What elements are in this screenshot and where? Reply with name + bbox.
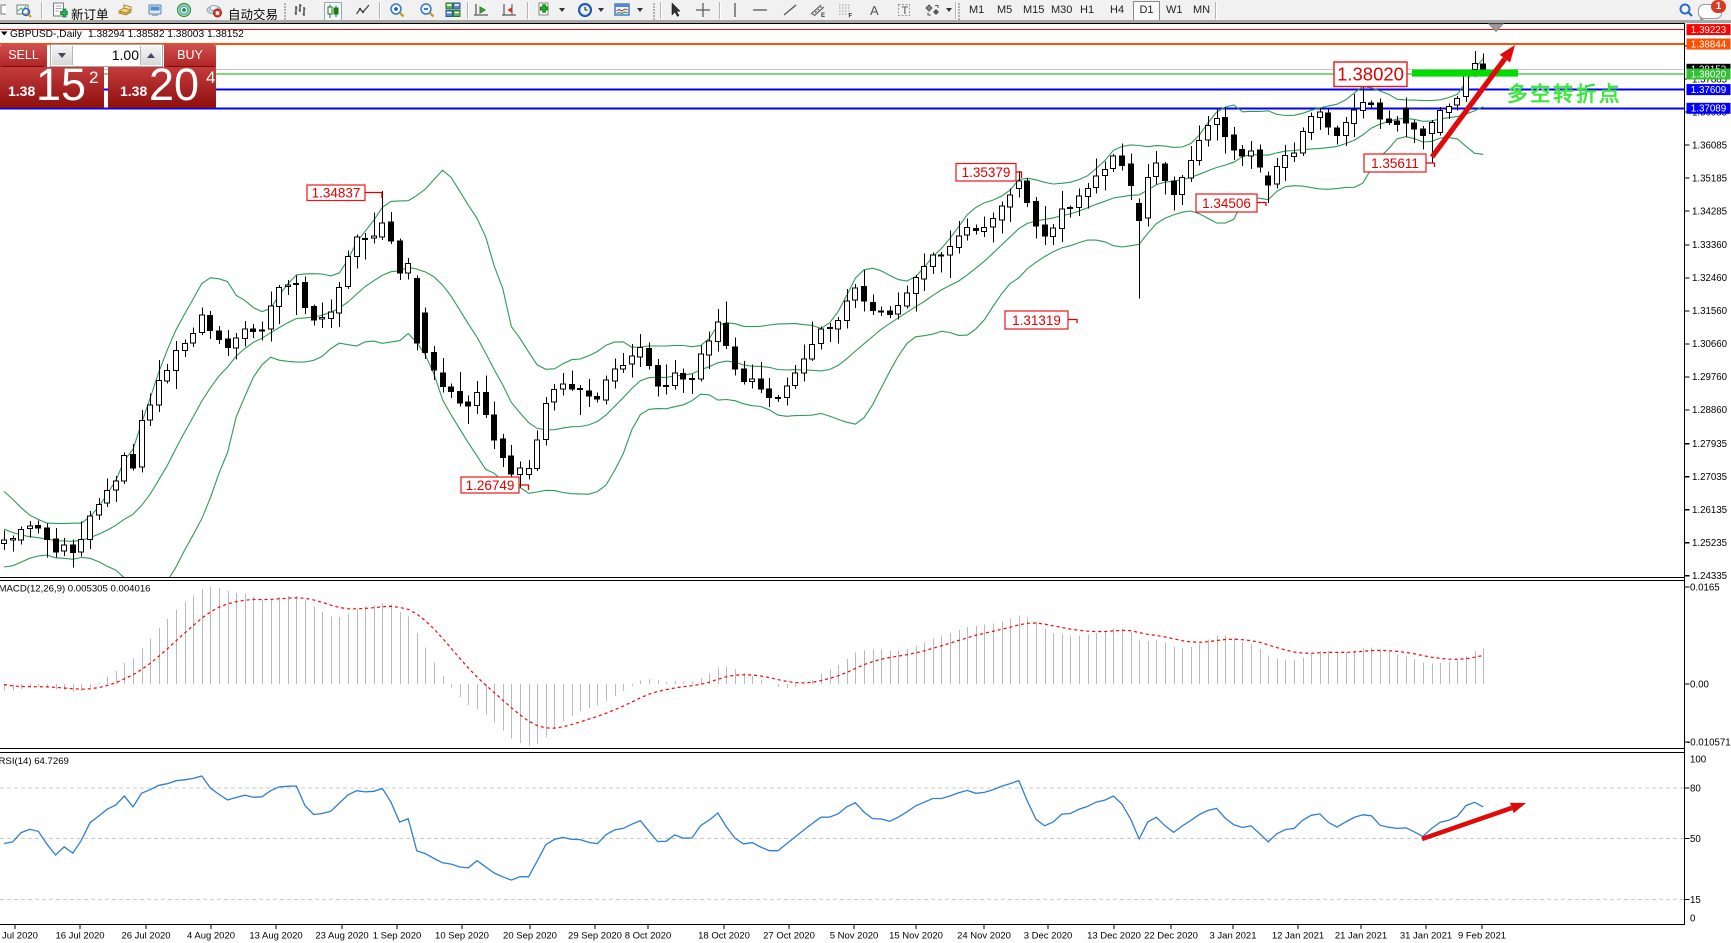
svg-text:1.31560: 1.31560 — [1692, 306, 1728, 317]
svg-text:1.37089: 1.37089 — [1691, 104, 1726, 115]
svg-text:1.37885: 1.37885 — [1692, 74, 1727, 85]
svg-text:1.34837: 1.34837 — [312, 186, 361, 201]
svg-text:13 Dec 2020: 13 Dec 2020 — [1087, 931, 1141, 942]
svg-text:20 Sep 2020: 20 Sep 2020 — [503, 931, 557, 942]
svg-text:1.36085: 1.36085 — [1692, 140, 1727, 151]
svg-text:1.34506: 1.34506 — [1202, 196, 1251, 211]
svg-text:1.38294 1.38582 1.38003 1.3815: 1.38294 1.38582 1.38003 1.38152 — [88, 29, 244, 40]
svg-text:16 Jul 2020: 16 Jul 2020 — [55, 931, 104, 942]
svg-text:26 Jul 2020: 26 Jul 2020 — [121, 931, 170, 942]
svg-text:29 Sep 2020: 29 Sep 2020 — [568, 931, 622, 942]
svg-text:31 Jan 2021: 31 Jan 2021 — [1400, 931, 1452, 942]
svg-text:15 Nov 2020: 15 Nov 2020 — [889, 931, 943, 942]
svg-text:MACD(12,26,9) 0.005305 0.00401: MACD(12,26,9) 0.005305 0.004016 — [0, 584, 151, 595]
svg-text:18 Oct 2020: 18 Oct 2020 — [698, 931, 750, 942]
svg-text:1 Sep 2020: 1 Sep 2020 — [373, 931, 422, 942]
svg-text:1.26749: 1.26749 — [466, 478, 515, 493]
svg-text:0: 0 — [1690, 913, 1696, 924]
svg-text:1.35185: 1.35185 — [1692, 173, 1727, 184]
svg-text:3 Jan 2021: 3 Jan 2021 — [1209, 931, 1256, 942]
svg-text:1.39223: 1.39223 — [1691, 25, 1727, 36]
svg-text:1.37609: 1.37609 — [1691, 85, 1726, 96]
svg-text:1.28860: 1.28860 — [1692, 405, 1728, 416]
svg-text:1.33360: 1.33360 — [1692, 240, 1728, 251]
svg-text:12 Jan 2021: 12 Jan 2021 — [1272, 931, 1324, 942]
svg-text:1.38020: 1.38020 — [1691, 69, 1727, 80]
svg-text:1.27935: 1.27935 — [1692, 439, 1727, 450]
svg-text:RSI(14) 64.7269: RSI(14) 64.7269 — [0, 756, 69, 767]
svg-text:50: 50 — [1690, 834, 1701, 845]
svg-text:23 Aug 2020: 23 Aug 2020 — [315, 931, 368, 942]
svg-text:0.0165: 0.0165 — [1690, 583, 1720, 594]
svg-text:10 Sep 2020: 10 Sep 2020 — [435, 931, 489, 942]
svg-text:27 Oct 2020: 27 Oct 2020 — [763, 931, 815, 942]
svg-text:1.35379: 1.35379 — [962, 165, 1011, 180]
svg-text:22 Dec 2020: 22 Dec 2020 — [1144, 931, 1198, 942]
svg-text:100: 100 — [1690, 754, 1707, 765]
svg-text:1.32460: 1.32460 — [1692, 273, 1728, 284]
svg-text:1.27035: 1.27035 — [1692, 472, 1727, 483]
svg-text:24 Nov 2020: 24 Nov 2020 — [957, 931, 1011, 942]
svg-text:8 Oct 2020: 8 Oct 2020 — [625, 931, 671, 942]
svg-text:T: T — [902, 5, 909, 17]
svg-text:5 Nov 2020: 5 Nov 2020 — [830, 931, 879, 942]
svg-text:15: 15 — [1690, 895, 1701, 906]
svg-text:80: 80 — [1690, 783, 1701, 794]
svg-text:4 Aug 2020: 4 Aug 2020 — [187, 931, 235, 942]
svg-text:3 Dec 2020: 3 Dec 2020 — [1024, 931, 1073, 942]
svg-text:F: F — [849, 14, 853, 20]
svg-text:0.00: 0.00 — [1690, 680, 1709, 691]
svg-text:1.29760: 1.29760 — [1692, 372, 1728, 383]
svg-text:1.38020: 1.38020 — [1337, 64, 1404, 85]
svg-text:1.35611: 1.35611 — [1371, 156, 1419, 171]
svg-text:1.25235: 1.25235 — [1692, 538, 1727, 549]
svg-text:21 Jan 2021: 21 Jan 2021 — [1335, 931, 1387, 942]
svg-text:1.31319: 1.31319 — [1012, 313, 1061, 328]
svg-text:13 Aug 2020: 13 Aug 2020 — [249, 931, 302, 942]
svg-text:Jul 2020: Jul 2020 — [2, 931, 38, 942]
svg-text:-0.010571: -0.010571 — [1687, 738, 1731, 749]
svg-text:A: A — [870, 3, 879, 18]
svg-text:1.26135: 1.26135 — [1692, 505, 1727, 516]
svg-text:GBPUSD-,Daily: GBPUSD-,Daily — [10, 29, 83, 40]
svg-text:1.34285: 1.34285 — [1692, 206, 1727, 217]
svg-text:1.30660: 1.30660 — [1692, 339, 1728, 350]
svg-text:9 Feb 2021: 9 Feb 2021 — [1458, 931, 1506, 942]
svg-text:多空转折点: 多空转折点 — [1507, 82, 1622, 106]
svg-text:1.24335: 1.24335 — [1692, 571, 1727, 582]
svg-text:E: E — [821, 13, 825, 19]
svg-text:1.38844: 1.38844 — [1691, 39, 1727, 50]
